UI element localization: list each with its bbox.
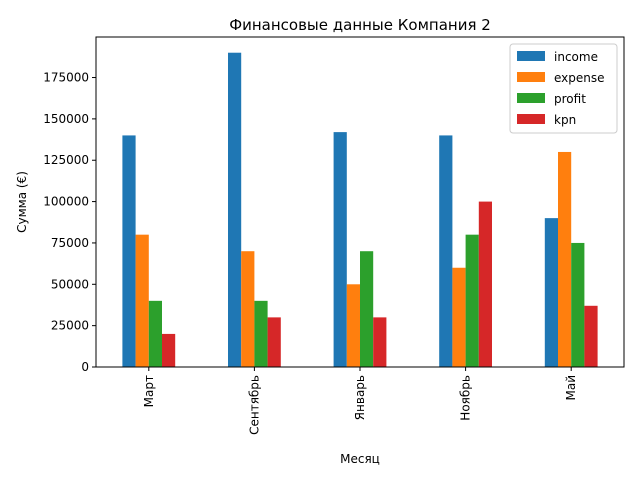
legend: income expense profit kpn — [509, 43, 618, 134]
legend-swatch-expense — [517, 72, 545, 82]
bar-expense-2 — [346, 284, 360, 367]
bar-income-2 — [333, 132, 347, 367]
bar-profit-1 — [254, 300, 268, 367]
y-tick-label-7: 175000 — [43, 71, 89, 85]
bar-income-1 — [228, 52, 242, 367]
legend-swatch-kpn — [517, 114, 545, 124]
bar-kpn-4 — [584, 305, 598, 367]
y-tick-label-4: 100000 — [43, 195, 89, 209]
x-axis-ticks: Март Сентябрь Январь Ноябрь Май — [142, 367, 578, 435]
y-tick-label-6: 150000 — [43, 112, 89, 126]
y-tick-label-1: 25000 — [51, 319, 89, 333]
bar-profit-3 — [465, 234, 479, 367]
bar-kpn-2 — [373, 317, 387, 367]
bar-profit-0 — [148, 300, 162, 367]
bar-expense-1 — [241, 251, 255, 367]
bar-kpn-0 — [162, 333, 176, 367]
legend-swatch-profit — [517, 93, 545, 103]
bar-expense-0 — [135, 234, 149, 367]
y-tick-label-0: 0 — [81, 360, 89, 374]
x-tick-label-2: Январь — [353, 375, 367, 420]
x-tick-label-1: Сентябрь — [247, 375, 261, 435]
legend-label-expense: expense — [554, 71, 605, 85]
bar-profit-4 — [571, 242, 585, 367]
y-tick-label-5: 125000 — [43, 153, 89, 167]
bar-profit-2 — [360, 251, 374, 367]
bar-expense-4 — [558, 151, 572, 367]
legend-box — [509, 43, 618, 134]
y-tick-label-2: 50000 — [51, 277, 89, 291]
legend-swatch-income — [517, 51, 545, 61]
y-axis-label: Сумма (€) — [15, 171, 29, 233]
plot-frame — [95, 36, 625, 368]
legend-label-profit: profit — [554, 92, 586, 106]
x-axis-label: Месяц — [340, 452, 380, 466]
y-axis-ticks: 0 25000 50000 75000 100000 125000 150000 175000 — [43, 71, 96, 374]
bar-income-4 — [544, 218, 558, 367]
bar-kpn-1 — [267, 317, 281, 367]
bar-expense-3 — [452, 267, 466, 367]
bar-income-3 — [439, 135, 453, 367]
x-tick-label-3: Ноябрь — [459, 375, 473, 421]
legend-label-income: income — [554, 50, 598, 64]
bar-kpn-3 — [478, 201, 492, 367]
x-tick-label-0: Март — [142, 375, 156, 407]
y-tick-label-3: 75000 — [51, 236, 89, 250]
bars-group — [122, 52, 598, 367]
bar-income-0 — [122, 135, 136, 367]
x-tick-label-4: Май — [564, 375, 578, 401]
legend-label-kpn: kpn — [554, 113, 576, 127]
chart-title: Финансовые данные Компания 2 — [229, 16, 491, 34]
